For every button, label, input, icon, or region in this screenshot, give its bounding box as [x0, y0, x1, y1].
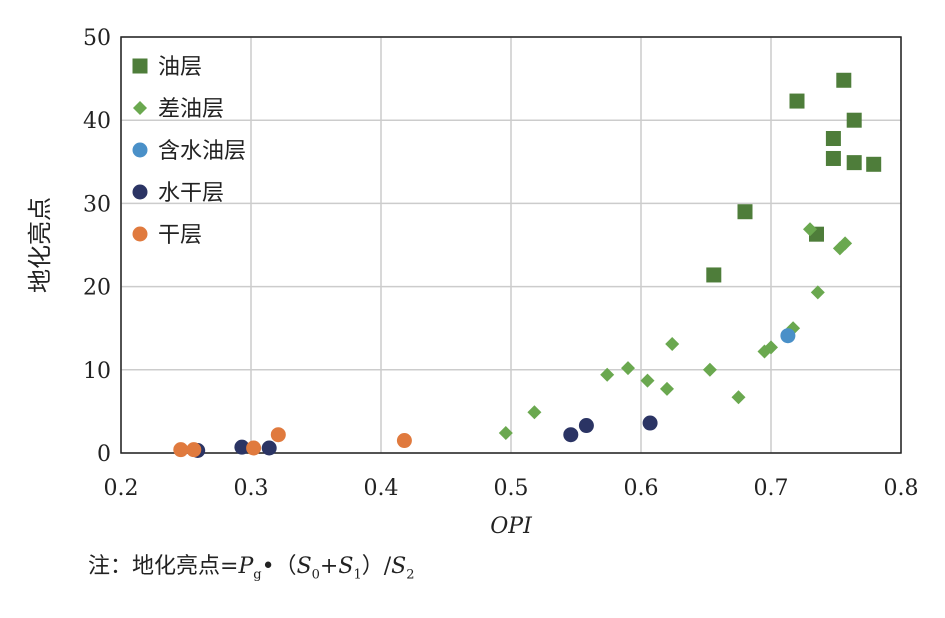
data-point [866, 156, 882, 172]
data-point [498, 426, 513, 441]
data-points [173, 72, 882, 459]
data-point [640, 373, 655, 388]
y-tick-label: 50 [83, 26, 111, 51]
data-point [665, 337, 680, 352]
data-point [186, 442, 202, 458]
data-point [803, 222, 817, 237]
y-tick-label: 30 [83, 192, 111, 217]
note-p: P [238, 554, 254, 579]
x-tick-label: 0.7 [754, 476, 789, 501]
note-s1: S [338, 554, 354, 579]
y-tick-label: 20 [83, 276, 111, 301]
note-s0: S [296, 554, 312, 579]
note-plus: + [319, 554, 339, 579]
x-tick-label: 0.6 [624, 476, 659, 501]
grid-lines [120, 36, 902, 454]
data-point [642, 415, 658, 431]
data-point [563, 427, 579, 443]
y-tick-label: 40 [83, 109, 111, 134]
data-point [578, 418, 594, 434]
note-s2: S [391, 554, 407, 579]
data-point [702, 362, 717, 377]
x-axis-title: OPI [490, 514, 533, 539]
y-axis-title: 地化亮点 [26, 197, 54, 293]
legend-label: 干层 [158, 223, 202, 248]
note-p-sub: g [253, 567, 262, 583]
x-tick-label: 0.2 [104, 476, 139, 501]
legend-label: 水干层 [158, 181, 224, 206]
legend-marker [133, 101, 147, 115]
data-point [737, 204, 753, 220]
plot-area-frame [120, 36, 902, 454]
data-point [706, 267, 722, 283]
y-tick-label: 0 [97, 442, 111, 467]
data-point [731, 390, 746, 405]
x-tick-label: 0.3 [234, 476, 269, 501]
legend-label: 含水油层 [158, 139, 246, 164]
x-tick-label: 0.8 [884, 476, 919, 501]
data-point [836, 72, 852, 88]
data-point [825, 150, 841, 166]
data-point [527, 405, 542, 420]
note-prefix: 注：地化亮点= [88, 554, 239, 579]
data-point [846, 112, 862, 128]
note-mid: •（ [261, 554, 297, 579]
data-point [270, 427, 286, 443]
data-point [173, 442, 189, 458]
formula-note: 注：地化亮点=Pg•（S0+S1）/S2 [88, 548, 415, 582]
scatter-chart: 0.2 0.3 0.4 0.5 0.6 0.7 0.8 0 10 20 30 40 50 油层差油层含水… [26, 26, 919, 539]
data-point [396, 433, 412, 449]
data-point [261, 440, 277, 456]
legend-label: 差油层 [158, 97, 224, 122]
data-point [810, 285, 825, 300]
y-tick-label: 10 [83, 359, 111, 384]
data-point [838, 236, 853, 251]
data-point [764, 340, 778, 355]
data-point [234, 439, 250, 455]
legend-marker [132, 58, 148, 74]
data-point [780, 328, 796, 344]
data-point [846, 155, 862, 171]
data-point [789, 93, 805, 109]
axis-ticks: 0.2 0.3 0.4 0.5 0.6 0.7 0.8 0 10 20 30 40 50 [83, 26, 919, 501]
data-point [660, 381, 674, 396]
legend-label: 油层 [158, 55, 202, 80]
data-point [621, 361, 635, 376]
note-s2-sub: 2 [406, 567, 415, 583]
x-tick-label: 0.4 [364, 476, 399, 501]
data-point [246, 440, 262, 456]
legend-marker [132, 226, 148, 242]
legend-marker [132, 142, 148, 158]
note-s0-sub: 0 [311, 567, 320, 583]
data-point [600, 367, 615, 382]
data-point [825, 131, 841, 147]
x-tick-label: 0.5 [494, 476, 529, 501]
legend-marker [132, 184, 148, 200]
note-s1-sub: 1 [353, 567, 362, 583]
note-close: ）/ [361, 554, 392, 579]
